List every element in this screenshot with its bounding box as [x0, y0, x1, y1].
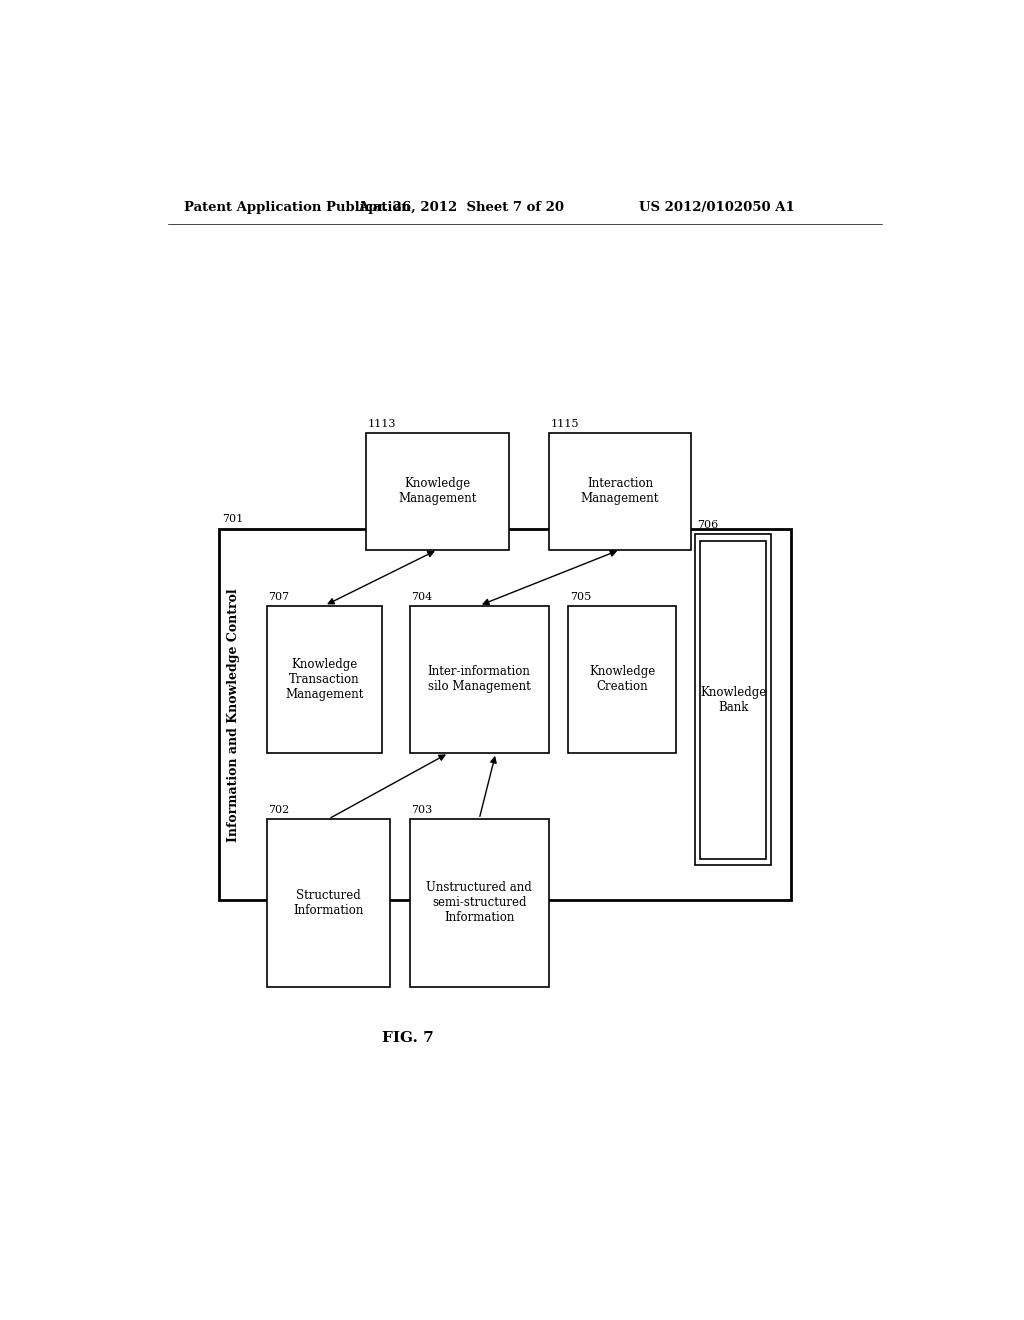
Text: 704: 704 — [412, 591, 432, 602]
Text: US 2012/0102050 A1: US 2012/0102050 A1 — [639, 201, 795, 214]
Text: Patent Application Publication: Patent Application Publication — [183, 201, 411, 214]
Text: Knowledge
Management: Knowledge Management — [398, 478, 477, 506]
Bar — [267, 818, 390, 987]
Text: Inter-information
silo Management: Inter-information silo Management — [428, 665, 530, 693]
Bar — [410, 818, 549, 987]
Bar — [549, 433, 691, 549]
Text: Unstructured and
semi-structured
Information: Unstructured and semi-structured Informa… — [426, 882, 532, 924]
Text: 706: 706 — [697, 520, 718, 531]
Bar — [219, 529, 791, 900]
Text: 1115: 1115 — [550, 418, 579, 429]
Bar — [267, 606, 382, 752]
Text: Apr. 26, 2012  Sheet 7 of 20: Apr. 26, 2012 Sheet 7 of 20 — [358, 201, 564, 214]
Bar — [367, 433, 509, 549]
Bar — [700, 541, 766, 859]
Text: Knowledge
Transaction
Management: Knowledge Transaction Management — [286, 657, 364, 701]
Bar — [568, 606, 676, 752]
Text: Structured
Information: Structured Information — [293, 888, 364, 917]
Text: 707: 707 — [268, 591, 290, 602]
Text: Interaction
Management: Interaction Management — [581, 478, 659, 506]
Text: Knowledge
Bank: Knowledge Bank — [700, 685, 766, 714]
Text: 702: 702 — [268, 805, 290, 814]
Text: 705: 705 — [570, 591, 591, 602]
Text: Knowledge
Creation: Knowledge Creation — [589, 665, 655, 693]
Text: 703: 703 — [412, 805, 432, 814]
Text: 1113: 1113 — [368, 418, 396, 429]
Bar — [410, 606, 549, 752]
Text: FIG. 7: FIG. 7 — [382, 1031, 434, 1044]
Text: 701: 701 — [222, 515, 244, 524]
Text: Information and Knowledge Control: Information and Knowledge Control — [227, 589, 240, 842]
Bar — [695, 535, 771, 865]
